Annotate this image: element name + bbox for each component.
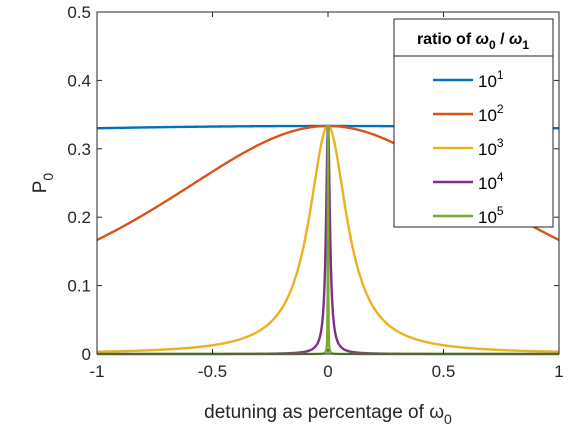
legend-label-base: 10 xyxy=(478,208,497,227)
x-tick-label: -0.5 xyxy=(198,362,227,381)
legend-label-5: 105 xyxy=(478,204,504,227)
x-axis-title: detuning as percentage of ω0 xyxy=(204,402,452,427)
legend-title-subscript-2: 1 xyxy=(522,38,529,52)
legend-label-3: 103 xyxy=(478,136,504,159)
legend-label-exponent: 5 xyxy=(497,204,504,218)
legend-label-base: 10 xyxy=(478,174,497,193)
y-axis-title-text: P xyxy=(30,181,51,194)
legend-label-1: 101 xyxy=(478,68,504,91)
y-tick-label: 0 xyxy=(82,345,91,364)
legend-title-subscript-1: 0 xyxy=(489,38,496,52)
legend-title-symbol-1: ω xyxy=(476,31,489,48)
legend-label-exponent: 1 xyxy=(497,68,504,82)
legend-label-exponent: 2 xyxy=(497,102,504,116)
y-axis-title-subscript: 0 xyxy=(40,173,56,181)
legend-label-4: 104 xyxy=(478,170,504,193)
x-tick-label: -1 xyxy=(89,362,104,381)
x-ticks: -1 -0.5 0 0.5 1 xyxy=(89,12,564,381)
legend-label-base: 10 xyxy=(478,72,497,91)
x-axis-title-text: detuning as percentage of xyxy=(204,402,429,423)
y-tick-label: 0.4 xyxy=(67,71,91,90)
legend-label-base: 10 xyxy=(478,140,497,159)
legend-box xyxy=(393,18,554,228)
legend-label-exponent: 4 xyxy=(497,170,504,184)
y-ticks: 0 0.1 0.2 0.3 0.4 0.5 xyxy=(67,3,559,364)
legend-title-separator: / xyxy=(496,31,509,48)
legend-title-prefix: ratio of xyxy=(417,31,476,48)
y-axis-title: P0 xyxy=(30,173,56,194)
x-axis-title-symbol: ω xyxy=(429,402,444,423)
legend-title-symbol-2: ω xyxy=(509,31,522,48)
legend-label-base: 10 xyxy=(478,106,497,125)
x-tick-label: 0.5 xyxy=(432,362,456,381)
legend-label-2: 102 xyxy=(478,102,504,125)
legend-title: ratio of ω0 / ω1 xyxy=(417,31,529,52)
x-axis-title-subscript: 0 xyxy=(444,411,452,427)
x-tick-label: 1 xyxy=(554,362,563,381)
y-tick-label: 0.3 xyxy=(67,140,91,159)
y-tick-label: 0.5 xyxy=(67,3,91,22)
legend-label-exponent: 3 xyxy=(497,136,504,150)
y-tick-label: 0.2 xyxy=(67,208,91,227)
x-tick-label: 0 xyxy=(323,362,332,381)
y-tick-label: 0.1 xyxy=(67,277,91,296)
